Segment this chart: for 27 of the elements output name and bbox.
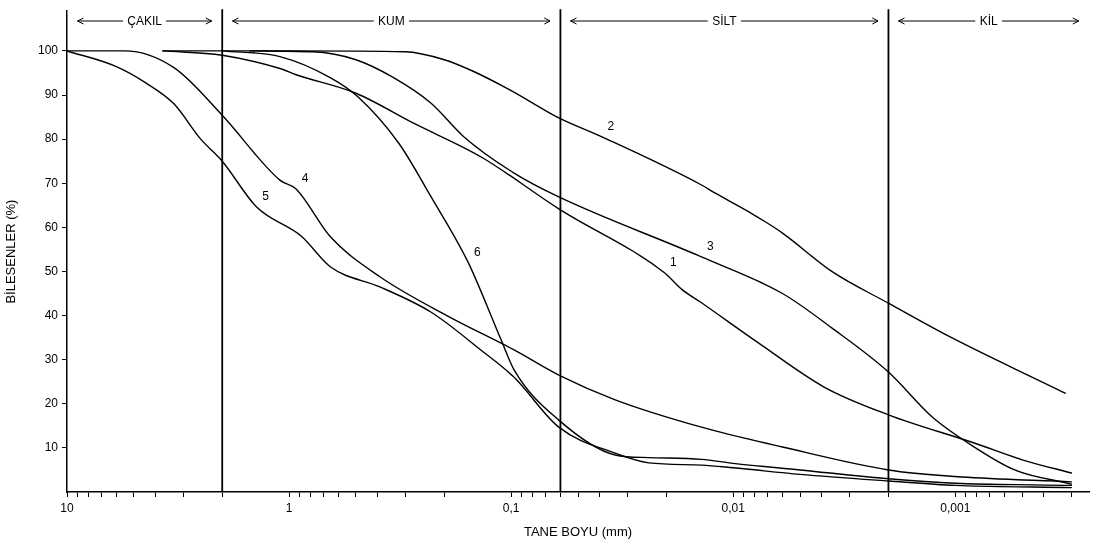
annotation: KUM bbox=[377, 13, 405, 28]
annotation: 1 bbox=[670, 255, 678, 270]
y-tick-label: 90 bbox=[44, 87, 59, 102]
y-tick-label: 100 bbox=[37, 43, 59, 58]
x-tick-label: 0,01 bbox=[721, 500, 746, 515]
y-tick-label: 10 bbox=[44, 440, 59, 455]
y-tick-label: 80 bbox=[44, 131, 59, 146]
y-tick-label: 30 bbox=[44, 351, 59, 366]
x-tick-label: 1 bbox=[285, 500, 293, 515]
y-tick-label: 50 bbox=[44, 263, 59, 278]
annotation: 5 bbox=[262, 189, 270, 204]
annotation: ÇAKIL bbox=[127, 13, 163, 28]
x-tick-label: 0,1 bbox=[502, 500, 520, 515]
x-tick-label: 0,001 bbox=[940, 500, 971, 515]
y-tick-label: 40 bbox=[44, 307, 59, 322]
annotation: 4 bbox=[301, 171, 309, 186]
y-axis-title: BİLESENLER (%) bbox=[3, 199, 19, 304]
x-tick-label: 10 bbox=[60, 500, 74, 515]
annotation: 6 bbox=[473, 244, 481, 259]
x-axis-title: TANE BOYU (mm) bbox=[523, 523, 633, 539]
annotation: SİLT bbox=[712, 13, 738, 28]
annotation: 3 bbox=[707, 239, 715, 254]
annotation: 2 bbox=[607, 119, 615, 134]
y-tick-label: 20 bbox=[44, 396, 59, 411]
annotation: KİL bbox=[979, 13, 999, 28]
y-tick-label: 60 bbox=[44, 219, 59, 234]
y-tick-label: 70 bbox=[44, 175, 59, 190]
